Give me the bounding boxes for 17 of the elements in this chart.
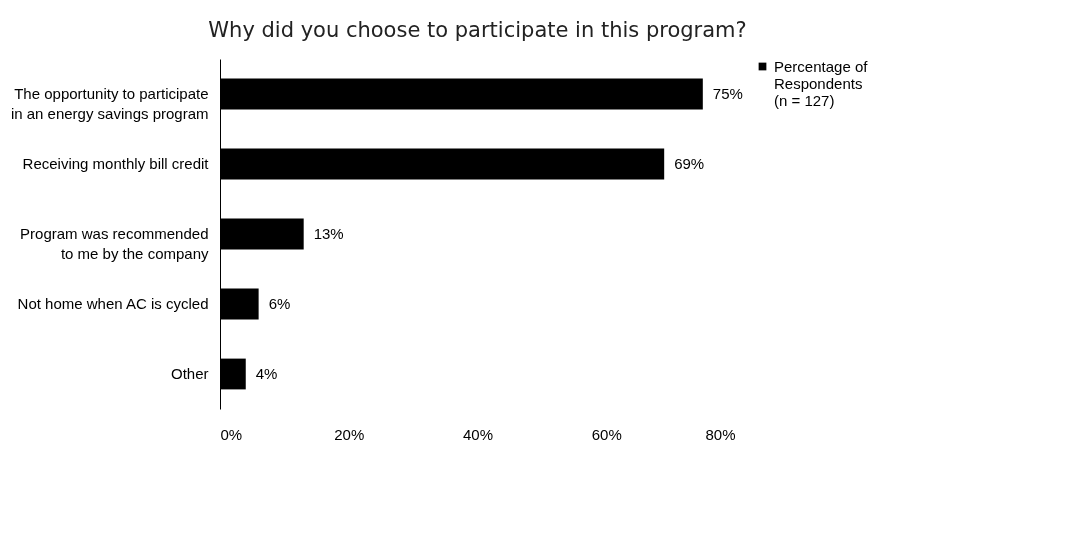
text: 13% (313, 225, 344, 242)
y-tick-label: Not home when AC is cycled (17, 295, 209, 312)
x-tick-label: 40% (462, 425, 494, 443)
y-tick-label: Program was recommended to me by the company (20, 225, 209, 262)
text: 4% (255, 365, 278, 382)
x-tick-label: 0% (220, 425, 243, 443)
x-tick-label: 20% (334, 425, 365, 443)
x-tick-label: 80% (705, 425, 736, 443)
text: 69% (674, 155, 705, 172)
y-tick-label: The opportunity to participate in an energy savings program (10, 85, 209, 122)
legend-label: Percentage of Respondents (n = 127) (774, 57, 869, 109)
text: 6% (268, 295, 291, 312)
x-tick-label: 60% (591, 425, 622, 443)
y-tick-label: Other (170, 365, 209, 382)
chart-title: Why did you choose to participate in this program? (208, 18, 747, 42)
y-tick-label: Receiving monthly bill credit (22, 155, 210, 172)
text: 75% (712, 85, 743, 102)
